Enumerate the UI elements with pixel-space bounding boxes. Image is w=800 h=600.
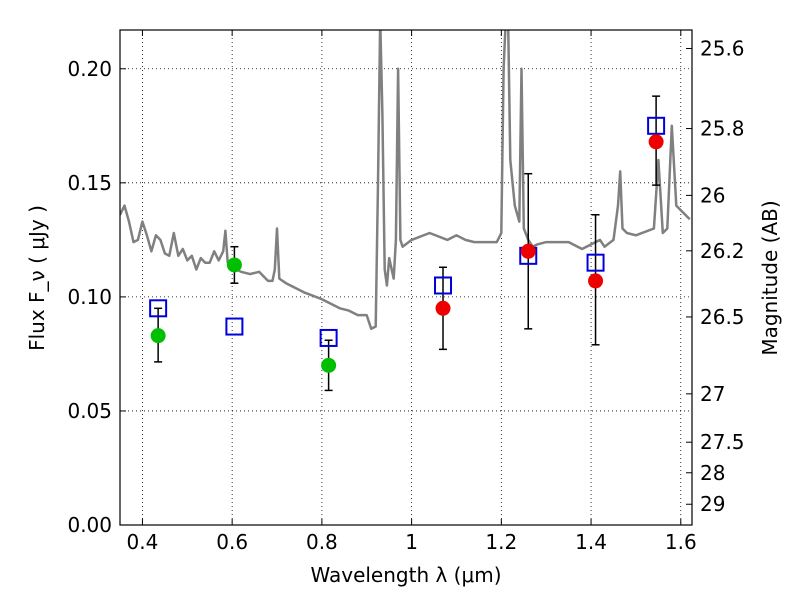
y2-tick-label: 28 <box>700 461 725 485</box>
y2-axis-title: Magnitude (AB) <box>758 200 782 355</box>
plot-frame <box>119 29 693 526</box>
plot-background <box>120 30 692 525</box>
data-point-circle <box>435 300 451 316</box>
y2-tick-label: 26.2 <box>700 239 745 263</box>
model-point-square <box>149 299 168 318</box>
x-tick-label: 1.6 <box>665 530 697 554</box>
x-tick-label: 0.6 <box>216 530 248 554</box>
ticks: 0.4 0.6 0.8 1 1.2 1.4 1.6 0.00 0.05 0.10 0.15 0.20 2… <box>67 30 745 554</box>
data-point-circle <box>648 134 664 150</box>
data-point-circle <box>226 257 242 273</box>
model-point-square <box>434 276 453 295</box>
y2-tick-label: 25.8 <box>700 117 745 141</box>
x-tick-label: 1.4 <box>575 530 607 554</box>
y2-tick-label: 27 <box>700 382 725 406</box>
spectrum-line <box>120 30 691 331</box>
y2-tick-label: 27.5 <box>700 430 745 454</box>
y-tick-label: 0.20 <box>67 57 112 81</box>
data-point-circle <box>150 328 166 344</box>
plot-area <box>120 30 691 392</box>
model-point-square <box>647 116 666 135</box>
y2-tick-label: 25.6 <box>700 36 745 60</box>
x-tick-label: 0.4 <box>127 530 159 554</box>
y2-tick-label: 29 <box>700 492 725 516</box>
x-tick-label: 1 <box>405 530 418 554</box>
data-point-circle <box>520 243 536 259</box>
y-axis-title: Flux F_ν ( μJy ) <box>25 205 49 351</box>
data-point-circle <box>588 273 604 289</box>
x-axis-title: Wavelength λ (μm) <box>310 563 501 587</box>
y2-tick-label: 26 <box>700 183 725 207</box>
model-point-square <box>225 317 244 336</box>
model-point-square <box>586 253 605 272</box>
y2-tick-label: 26.5 <box>700 305 745 329</box>
x-tick-label: 0.8 <box>306 530 338 554</box>
y-tick-label: 0.15 <box>67 171 112 195</box>
x-tick-label: 1.2 <box>485 530 517 554</box>
y-tick-label: 0.00 <box>67 513 112 537</box>
data-point-circle <box>321 357 337 373</box>
y-tick-label: 0.05 <box>67 399 112 423</box>
y-tick-label: 0.10 <box>67 285 112 309</box>
model-point-square <box>319 328 338 347</box>
